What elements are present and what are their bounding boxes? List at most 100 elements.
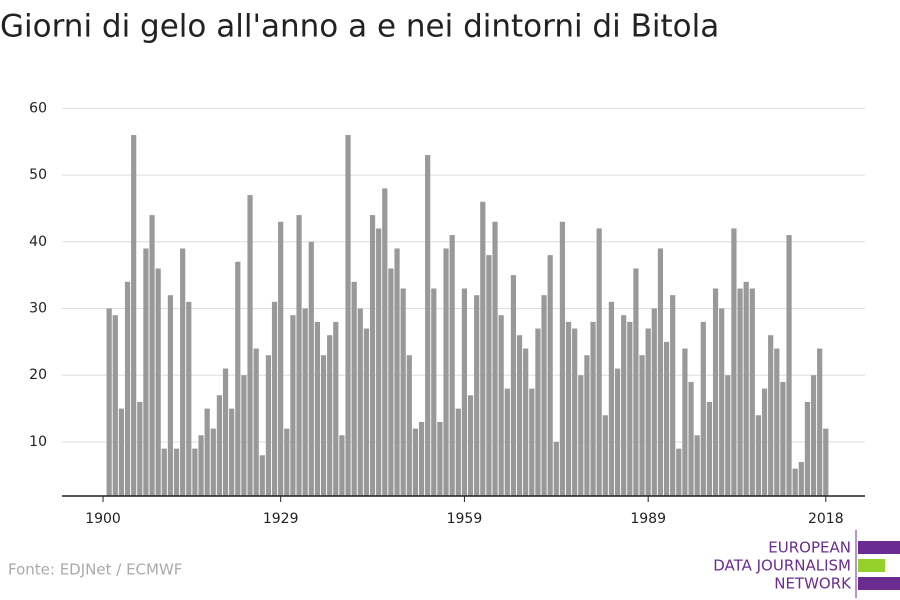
y-tick-label: 10 xyxy=(29,434,47,450)
bar xyxy=(498,315,504,496)
bar xyxy=(823,428,829,496)
bar xyxy=(706,401,713,496)
bar xyxy=(222,368,229,496)
bar xyxy=(192,448,198,496)
bar xyxy=(265,355,272,496)
logo-bar xyxy=(858,559,885,572)
bar xyxy=(510,275,517,496)
bar xyxy=(774,348,780,496)
bar xyxy=(143,248,149,496)
bar xyxy=(602,415,608,496)
bar xyxy=(278,221,284,497)
bar xyxy=(210,428,216,496)
bar xyxy=(229,408,235,496)
bar xyxy=(253,348,259,496)
bar xyxy=(682,348,688,496)
logo-text: EUROPEAN xyxy=(768,539,851,557)
bar xyxy=(780,381,786,496)
bar xyxy=(541,295,547,496)
bar xyxy=(320,355,327,496)
y-tick-label: 20 xyxy=(29,367,47,383)
bar xyxy=(327,335,333,496)
bar xyxy=(529,388,535,496)
y-tick-label: 40 xyxy=(29,234,47,250)
bar xyxy=(461,288,468,496)
bar xyxy=(302,308,308,496)
x-tick-label: 1900 xyxy=(85,511,121,527)
bar xyxy=(247,195,253,496)
bar xyxy=(792,468,798,496)
bar xyxy=(676,448,682,496)
bar xyxy=(363,328,370,496)
y-tick-label: 50 xyxy=(29,167,47,183)
bar xyxy=(663,341,670,496)
bar xyxy=(314,321,321,496)
x-tick-label: 1989 xyxy=(630,511,666,527)
bar xyxy=(639,355,645,496)
bar xyxy=(657,248,664,496)
bar xyxy=(388,268,394,496)
bar xyxy=(137,401,143,496)
bar xyxy=(535,328,541,496)
bar xyxy=(186,301,192,496)
bar xyxy=(645,328,651,496)
bar xyxy=(357,308,363,496)
bar xyxy=(418,421,425,496)
bar xyxy=(173,448,180,496)
bar xyxy=(547,255,553,496)
bar xyxy=(504,388,510,496)
bar xyxy=(124,281,131,496)
bar xyxy=(271,301,278,496)
bar xyxy=(216,395,223,496)
bar xyxy=(284,428,290,496)
bar xyxy=(376,228,382,496)
bar xyxy=(743,281,749,496)
bar xyxy=(614,368,621,496)
bar xyxy=(167,295,174,496)
bar xyxy=(651,308,657,496)
bar xyxy=(339,435,345,496)
y-tick-label: 60 xyxy=(29,100,47,116)
bar xyxy=(608,301,615,496)
bar xyxy=(737,288,743,496)
bar xyxy=(694,435,700,496)
bar xyxy=(443,248,449,496)
bar xyxy=(761,388,768,496)
bar xyxy=(768,335,774,496)
bar xyxy=(492,221,498,497)
bar xyxy=(400,288,406,496)
bar xyxy=(725,375,731,496)
bar xyxy=(670,295,676,496)
bar xyxy=(131,135,137,497)
bar xyxy=(596,228,602,496)
bar xyxy=(817,348,823,496)
bar xyxy=(118,408,125,496)
bar xyxy=(382,188,388,496)
x-tick-label: 2018 xyxy=(808,511,844,527)
bar xyxy=(345,135,351,497)
logo-bar xyxy=(858,577,900,590)
bar xyxy=(112,315,118,496)
bar xyxy=(731,228,737,496)
bar xyxy=(486,255,492,496)
bar xyxy=(786,235,792,497)
bar xyxy=(755,415,762,496)
bar xyxy=(149,215,155,496)
bar xyxy=(425,155,431,496)
bar xyxy=(412,428,419,496)
bar xyxy=(204,408,210,496)
bar xyxy=(455,408,461,496)
bar xyxy=(296,215,302,496)
bar xyxy=(804,401,811,496)
bar xyxy=(180,248,186,496)
bar xyxy=(333,321,339,496)
bar xyxy=(559,221,566,497)
bar xyxy=(627,321,633,496)
bar xyxy=(590,321,596,496)
bar xyxy=(155,268,161,496)
bar xyxy=(467,395,474,496)
bar xyxy=(516,335,523,496)
bar xyxy=(572,328,578,496)
y-tick-label: 30 xyxy=(29,301,47,317)
bar xyxy=(578,375,584,496)
